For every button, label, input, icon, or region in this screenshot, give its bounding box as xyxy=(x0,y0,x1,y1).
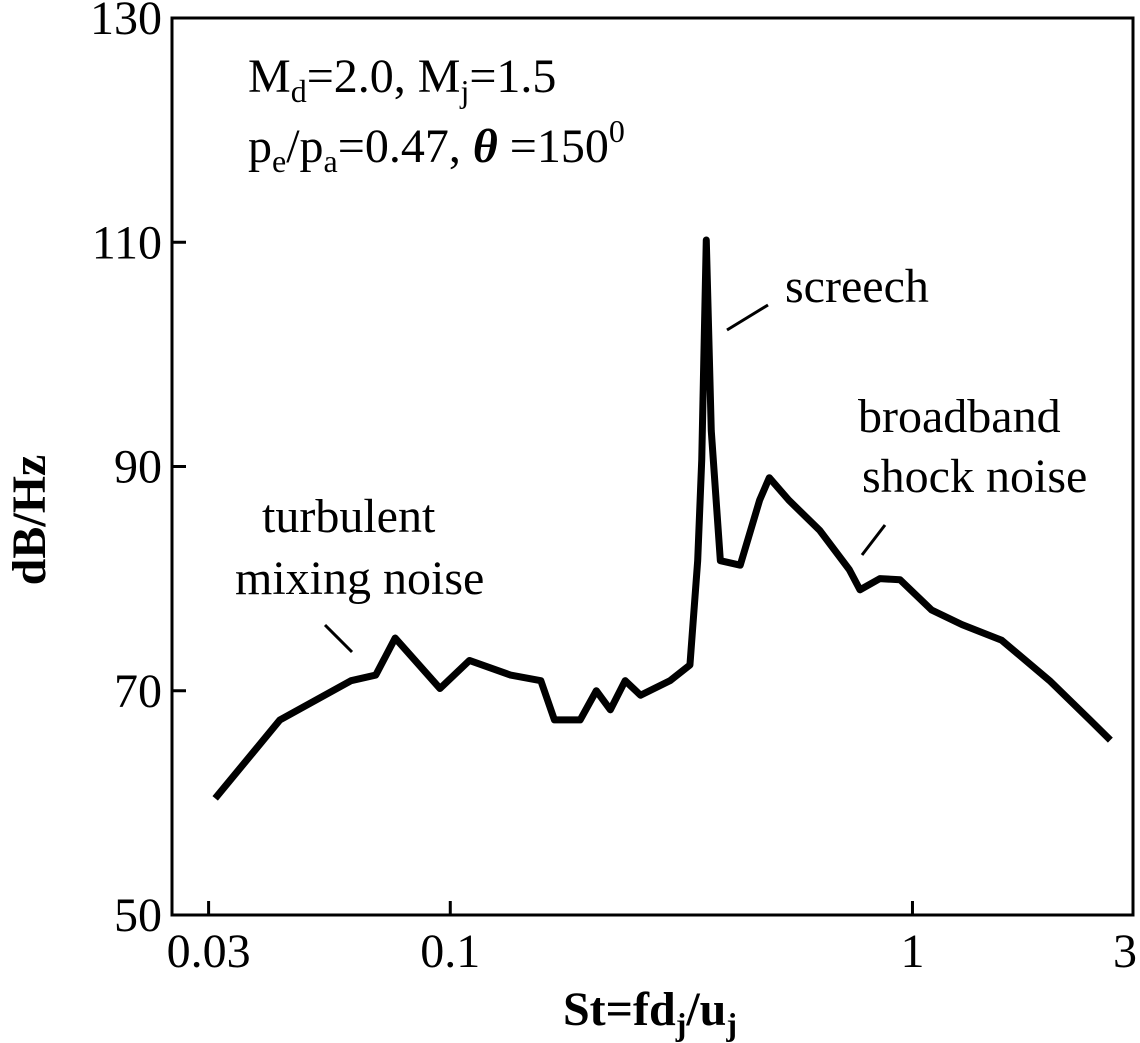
y-tick-label: 50 xyxy=(114,889,162,942)
annotation: mixing noise xyxy=(235,552,484,605)
annotation: shock noise xyxy=(862,450,1087,503)
x-tick-label: 3 xyxy=(1113,925,1137,978)
x-tick-label: 0.03 xyxy=(167,925,251,978)
data-line xyxy=(212,236,1113,801)
y-tick-label: 70 xyxy=(114,665,162,718)
x-axis-label: St=fdj/uj xyxy=(563,983,737,1042)
y-axis-label: dB/Hz xyxy=(3,455,56,586)
leader-line xyxy=(860,524,887,556)
x-tick-label: 0.1 xyxy=(420,925,480,978)
y-tick-label: 90 xyxy=(114,441,162,494)
annotation: turbulent xyxy=(262,490,436,543)
annotation: pe/pa=0.47, θ =1500 xyxy=(248,113,625,179)
annotation: screech xyxy=(785,260,929,313)
x-tick-label: 1 xyxy=(900,925,924,978)
leader-line xyxy=(726,303,769,332)
annotation: broadband xyxy=(858,390,1061,443)
annotation: Md=2.0, Mj=1.5 xyxy=(248,50,556,109)
y-tick-label: 130 xyxy=(90,0,162,45)
y-tick-label: 110 xyxy=(92,216,162,269)
leader-line xyxy=(323,623,354,654)
